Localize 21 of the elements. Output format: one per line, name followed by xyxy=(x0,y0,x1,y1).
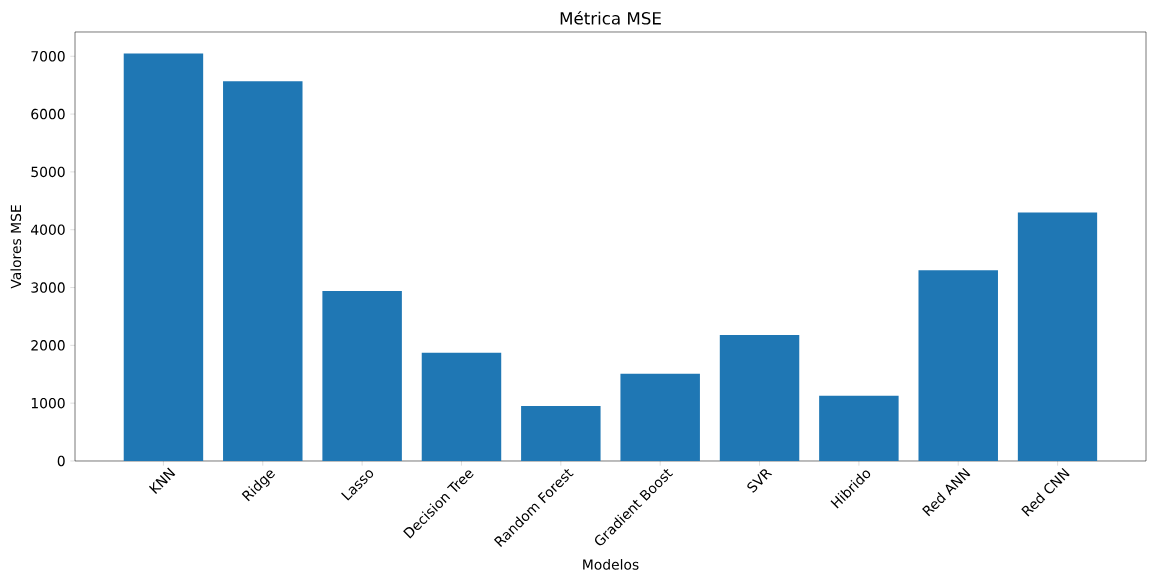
bar xyxy=(719,334,800,461)
y-tick-label: 5000 xyxy=(31,166,65,178)
y-axis-title: Valores MSE xyxy=(10,205,22,289)
bar xyxy=(620,373,700,461)
y-tick-label: 0 xyxy=(57,455,65,467)
bar xyxy=(819,395,899,461)
bar xyxy=(123,53,204,461)
x-axis-title: Modelos xyxy=(583,559,639,570)
y-tick-label: 4000 xyxy=(31,224,65,235)
y-tick-label: 1000 xyxy=(31,397,65,409)
chart-title: Métrica MSE xyxy=(560,11,661,25)
bar xyxy=(223,81,303,461)
bar xyxy=(521,406,601,461)
y-tick-label: 7000 xyxy=(31,51,65,62)
bar xyxy=(1017,212,1098,461)
bar xyxy=(918,270,998,461)
y-tick-label: 3000 xyxy=(31,282,65,293)
y-tick-label: 2000 xyxy=(31,340,65,351)
y-tick-label: 6000 xyxy=(31,108,65,120)
bar xyxy=(322,291,402,461)
bar xyxy=(421,352,502,461)
